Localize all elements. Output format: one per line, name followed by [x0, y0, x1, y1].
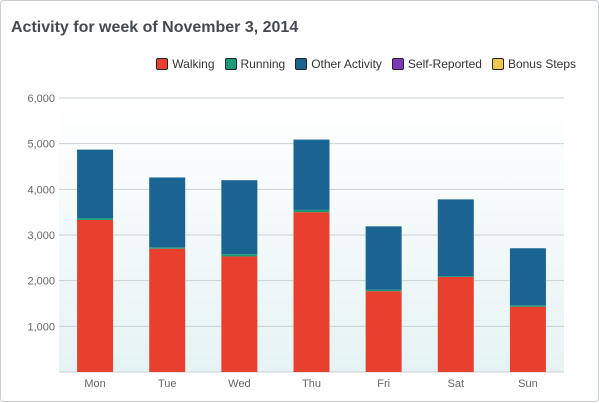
- x-tick-label: Fri: [377, 378, 390, 390]
- legend-swatch-walking: [156, 58, 169, 70]
- x-tick-label: Wed: [228, 378, 250, 390]
- y-tick-label: 1,000: [27, 321, 55, 333]
- legend-label-other-activity: Other Activity: [311, 57, 382, 71]
- bar-segment-other-activity[interactable]: [437, 199, 474, 277]
- bar-segment-running[interactable]: [221, 254, 258, 257]
- chart-legend: Walking Running Other Activity Self-Repo…: [156, 57, 576, 71]
- bar-segment-walking[interactable]: [365, 291, 402, 372]
- x-tick-label: Tue: [158, 378, 177, 390]
- legend-item-running[interactable]: Running: [224, 57, 286, 71]
- bar-segment-other-activity[interactable]: [293, 139, 330, 210]
- x-tick-label: Thu: [302, 378, 321, 390]
- x-tick-label: Sat: [448, 378, 465, 390]
- chart-title: Activity for week of November 3, 2014: [11, 19, 299, 36]
- bar-segment-walking[interactable]: [77, 219, 114, 372]
- y-tick-label: 4,000: [27, 184, 55, 196]
- x-tick-label: Sun: [518, 378, 538, 390]
- legend-label-bonus-steps: Bonus Steps: [507, 57, 576, 71]
- bar-segment-walking[interactable]: [293, 212, 330, 372]
- y-tick-label: 3,000: [27, 230, 55, 242]
- bar-segment-other-activity[interactable]: [149, 177, 186, 248]
- x-tick-label: Mon: [84, 378, 105, 390]
- legend-item-walking[interactable]: Walking: [156, 57, 215, 71]
- bar-segment-walking[interactable]: [149, 248, 186, 372]
- legend-swatch-bonus-steps: [491, 58, 504, 70]
- bar-segment-running[interactable]: [437, 276, 474, 278]
- legend-item-bonus-steps[interactable]: Bonus Steps: [491, 57, 576, 71]
- legend-swatch-running: [224, 58, 237, 70]
- bar-segment-other-activity[interactable]: [221, 180, 258, 255]
- bar-segment-running[interactable]: [77, 218, 114, 220]
- bar-segment-running[interactable]: [149, 247, 186, 249]
- bar-segment-other-activity[interactable]: [509, 248, 546, 306]
- y-tick-label: 2,000: [27, 276, 55, 288]
- legend-label-running: Running: [240, 57, 286, 71]
- bar-segment-walking[interactable]: [437, 277, 474, 372]
- bar-segment-running[interactable]: [293, 209, 330, 213]
- legend-label-walking: Walking: [172, 57, 215, 71]
- bar-segment-walking[interactable]: [509, 306, 546, 372]
- legend-label-self-reported: Self-Reported: [407, 57, 482, 71]
- bar-segment-other-activity[interactable]: [77, 149, 114, 219]
- bar-segment-other-activity[interactable]: [365, 226, 402, 290]
- legend-item-self-reported[interactable]: Self-Reported: [391, 57, 482, 71]
- y-tick-label: 5,000: [27, 139, 55, 151]
- legend-swatch-self-reported: [391, 58, 404, 70]
- y-tick-label: 6,000: [27, 93, 55, 105]
- bar-segment-running[interactable]: [509, 305, 546, 307]
- legend-swatch-other-activity: [295, 58, 308, 70]
- legend-item-other-activity[interactable]: Other Activity: [295, 57, 382, 71]
- bar-segment-running[interactable]: [365, 289, 402, 292]
- bar-segment-walking[interactable]: [221, 256, 258, 372]
